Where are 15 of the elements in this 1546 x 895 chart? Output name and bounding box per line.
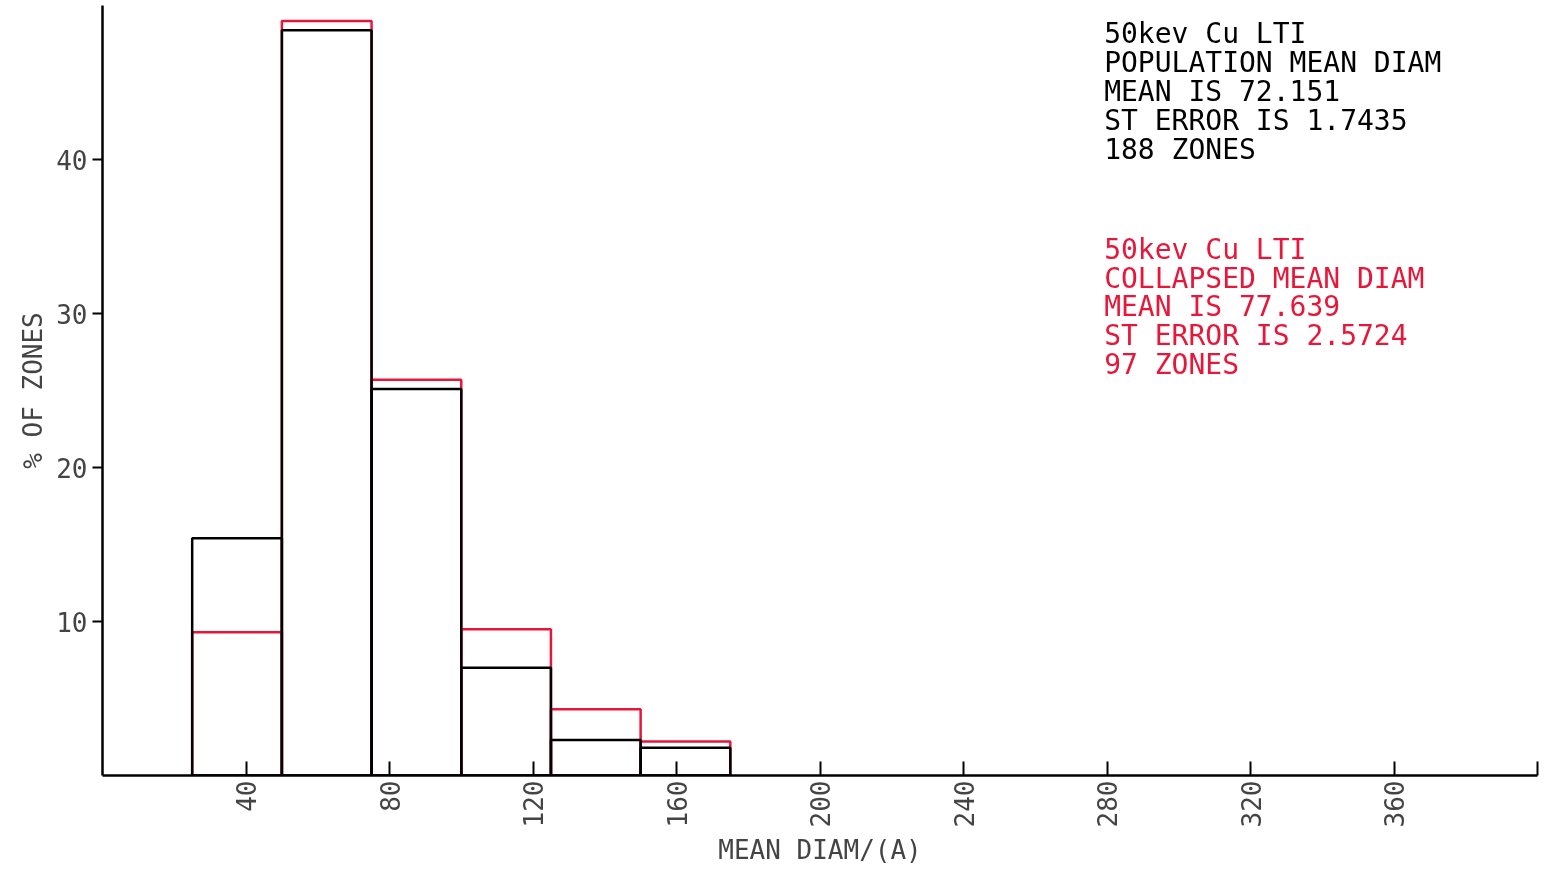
x-tick-label: 80 xyxy=(375,780,406,812)
x-tick-label: 160 xyxy=(662,780,693,828)
x-tick-label: 40 xyxy=(232,780,262,812)
x-axis-title: MEAN DIAM/(A) xyxy=(718,835,922,866)
y-axis-title: % OF ZONES xyxy=(18,312,49,469)
x-tick-label: 120 xyxy=(519,780,549,828)
x-tick-label: 320 xyxy=(1236,780,1267,828)
x-tick-label: 360 xyxy=(1380,780,1410,828)
y-tick-label: 20 xyxy=(56,453,88,484)
y-tick-label: 30 xyxy=(56,299,88,330)
x-tick-label: 240 xyxy=(949,780,980,828)
x-tick-label: 280 xyxy=(1093,780,1123,828)
y-tick-label: 10 xyxy=(56,607,88,638)
x-tick-label: 200 xyxy=(806,780,836,828)
y-tick-label: 40 xyxy=(56,145,88,176)
